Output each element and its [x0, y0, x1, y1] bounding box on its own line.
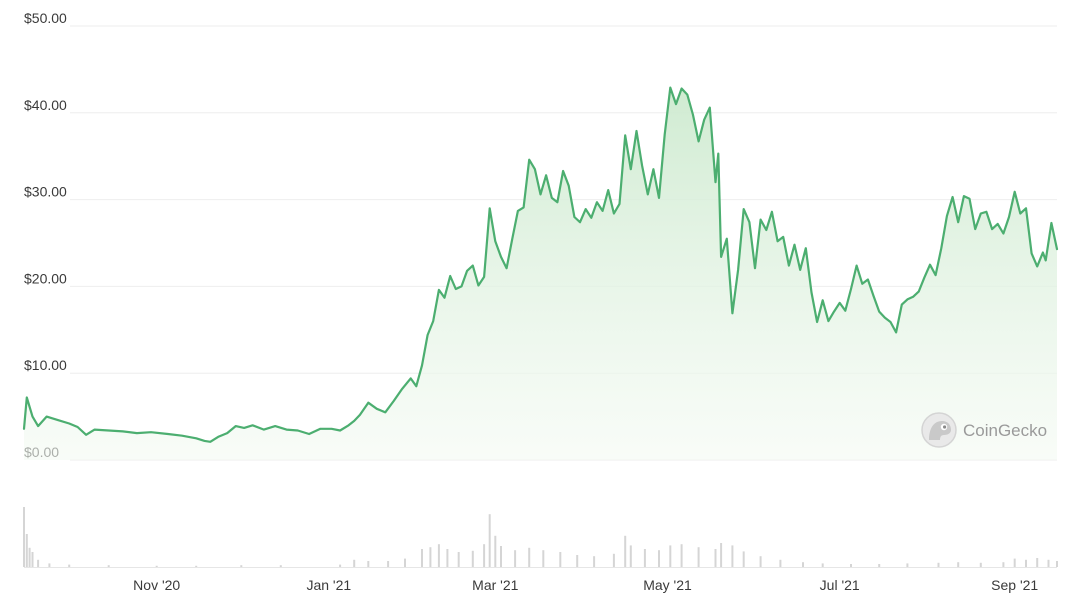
- volume-bar-14: [367, 561, 369, 567]
- y-tick-label-3: $30.00: [24, 184, 67, 200]
- volume-bar-20: [446, 549, 448, 567]
- volume-bar-17: [421, 549, 423, 567]
- volume-bar-45: [760, 556, 762, 567]
- volume-bar-24: [489, 514, 491, 567]
- watermark-text: CoinGecko: [963, 421, 1047, 440]
- volume-bar-27: [514, 550, 516, 567]
- volume-bar-8: [156, 566, 158, 567]
- x-tick-label-3: May '21: [643, 577, 692, 593]
- volume-bar-19: [438, 544, 440, 567]
- volume-bar-26: [500, 546, 502, 567]
- volume-bar-38: [669, 545, 671, 567]
- volume-bar-56: [1014, 559, 1016, 567]
- x-tick-label-4: Jul '21: [820, 577, 860, 593]
- volume-bar-49: [850, 564, 852, 567]
- volume-bar-28: [528, 548, 530, 567]
- volume-bar-13: [353, 560, 355, 567]
- y-tick-label-2: $20.00: [24, 270, 67, 286]
- volume-bar-39: [681, 544, 683, 567]
- volume-bar-3: [32, 552, 34, 567]
- volume-bar-44: [743, 551, 745, 567]
- price-area: [24, 88, 1057, 460]
- volume-bar-51: [906, 563, 908, 567]
- volume-bar-55: [1002, 562, 1004, 567]
- gecko-logo-icon: [922, 413, 956, 447]
- x-tick-label-0: Nov '20: [133, 577, 180, 593]
- volume-bar-30: [559, 552, 561, 567]
- volume-bar-54: [980, 563, 982, 567]
- volume-bar-36: [644, 549, 646, 567]
- x-tick-label-5: Sep '21: [991, 577, 1038, 593]
- volume-bar-50: [878, 564, 880, 567]
- volume-bar-29: [542, 550, 544, 567]
- volume-bar-34: [624, 536, 626, 567]
- y-axis-ticks: $0.00$10.00$20.00$30.00$40.00$50.00: [24, 10, 67, 460]
- volume-bar-1: [26, 534, 28, 567]
- volume-bar-0: [23, 507, 25, 567]
- volume-bars: [23, 507, 1058, 567]
- volume-bar-46: [779, 560, 781, 567]
- volume-bar-60: [1056, 561, 1058, 567]
- volume-bar-48: [822, 563, 824, 567]
- volume-bar-7: [108, 565, 110, 567]
- volume-bar-15: [387, 561, 389, 567]
- y-tick-label-4: $40.00: [24, 97, 67, 113]
- volume-bar-35: [630, 545, 632, 567]
- x-tick-label-1: Jan '21: [306, 577, 351, 593]
- price-area-fill: [24, 88, 1057, 460]
- volume-bar-53: [957, 562, 959, 567]
- y-tick-label-5: $50.00: [24, 10, 67, 26]
- volume-bar-22: [472, 551, 474, 567]
- volume-bar-42: [720, 543, 722, 567]
- volume-bar-12: [339, 565, 341, 567]
- volume-bar-57: [1025, 560, 1027, 567]
- volume-bar-43: [731, 545, 733, 567]
- volume-bar-21: [458, 552, 460, 567]
- volume-bar-41: [715, 549, 717, 567]
- volume-bar-59: [1048, 560, 1050, 567]
- volume-bar-31: [576, 555, 578, 567]
- x-tick-label-2: Mar '21: [472, 577, 518, 593]
- volume-bar-52: [938, 563, 940, 567]
- volume-bar-25: [494, 536, 496, 567]
- volume-bar-32: [593, 556, 595, 567]
- x-axis-ticks: Nov '20 Jan '21 Mar '21 May '21 Jul '21 Sep '…: [133, 577, 1038, 593]
- volume-bar-9: [195, 566, 197, 567]
- volume-bar-40: [698, 547, 700, 567]
- volume-bar-5: [48, 563, 50, 567]
- volume-bar-37: [658, 550, 660, 567]
- y-tick-label-1: $10.00: [24, 357, 67, 373]
- volume-bar-10: [240, 565, 242, 567]
- volume-bar-18: [429, 547, 431, 567]
- volume-bar-6: [68, 565, 70, 567]
- volume-bar-33: [613, 554, 615, 567]
- volume-bar-47: [802, 562, 804, 567]
- volume-bar-2: [29, 548, 31, 567]
- volume-bar-16: [404, 559, 406, 567]
- volume-bar-23: [483, 544, 485, 567]
- volume-bar-58: [1036, 558, 1038, 567]
- volume-bar-4: [37, 560, 39, 567]
- volume-bar-11: [280, 565, 282, 567]
